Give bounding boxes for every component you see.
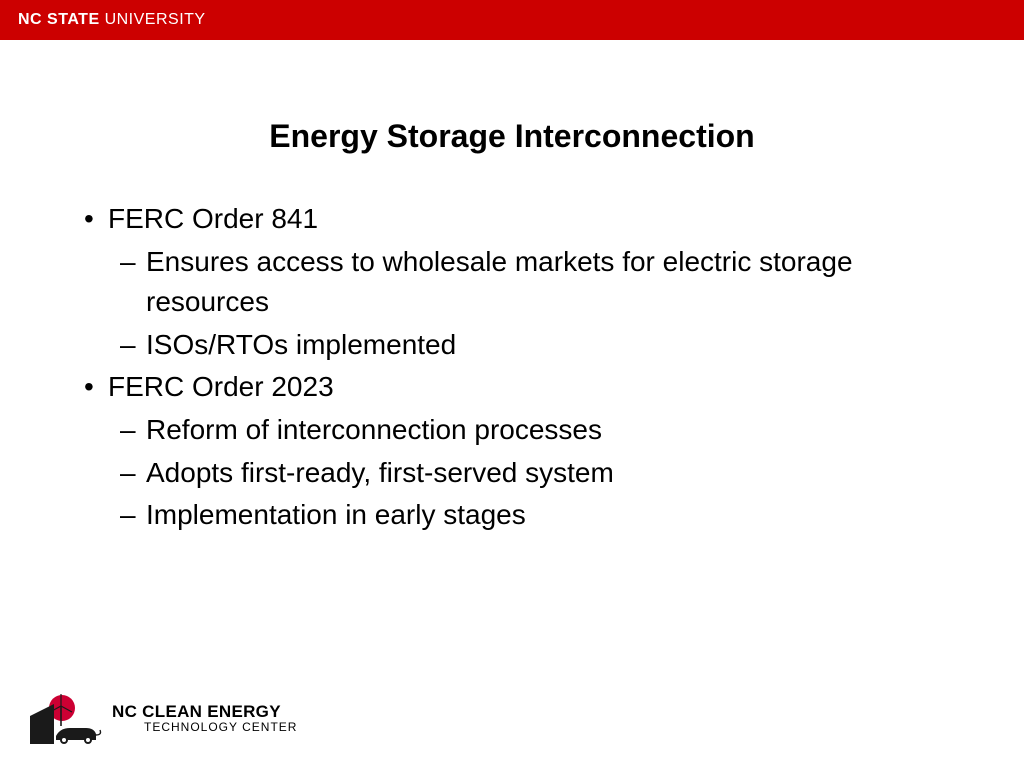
brand-light: UNIVERSITY bbox=[100, 11, 206, 28]
sub-bullet-item: Ensures access to wholesale markets for … bbox=[118, 242, 944, 323]
sub-bullet-list: Reform of interconnection processes Adop… bbox=[108, 410, 944, 536]
brand-bold: NC STATE bbox=[18, 11, 100, 28]
header-bar: NC STATE UNIVERSITY bbox=[0, 0, 1024, 40]
sub-bullet-item: Reform of interconnection processes bbox=[118, 410, 944, 451]
sub-bullet-item: Adopts first-ready, first-served system bbox=[118, 453, 944, 494]
logo-line2: TECHNOLOGY CENTER bbox=[112, 721, 297, 734]
sub-bullet-text: Ensures access to wholesale markets for … bbox=[146, 246, 853, 318]
logo-line1: NC CLEAN ENERGY bbox=[112, 703, 297, 721]
sub-bullet-text: Adopts first-ready, first-served system bbox=[146, 457, 614, 488]
bullet-item: FERC Order 841 Ensures access to wholesa… bbox=[80, 199, 944, 365]
clean-energy-logo-icon bbox=[30, 692, 102, 744]
slide-content: FERC Order 841 Ensures access to wholesa… bbox=[0, 199, 1024, 536]
bullet-item: FERC Order 2023 Reform of interconnectio… bbox=[80, 367, 944, 535]
sub-bullet-text: Reform of interconnection processes bbox=[146, 414, 602, 445]
sub-bullet-item: Implementation in early stages bbox=[118, 495, 944, 536]
sub-bullet-item: ISOs/RTOs implemented bbox=[118, 325, 944, 366]
slide-title: Energy Storage Interconnection bbox=[0, 118, 1024, 155]
footer-logo: NC CLEAN ENERGY TECHNOLOGY CENTER bbox=[30, 692, 297, 744]
sub-bullet-list: Ensures access to wholesale markets for … bbox=[108, 242, 944, 366]
footer-logo-text: NC CLEAN ENERGY TECHNOLOGY CENTER bbox=[112, 703, 297, 733]
bullet-list: FERC Order 841 Ensures access to wholesa… bbox=[80, 199, 944, 536]
university-brand: NC STATE UNIVERSITY bbox=[18, 11, 206, 29]
bullet-text: FERC Order 841 bbox=[108, 203, 318, 234]
sub-bullet-text: Implementation in early stages bbox=[146, 499, 526, 530]
sub-bullet-text: ISOs/RTOs implemented bbox=[146, 329, 456, 360]
bullet-text: FERC Order 2023 bbox=[108, 371, 334, 402]
